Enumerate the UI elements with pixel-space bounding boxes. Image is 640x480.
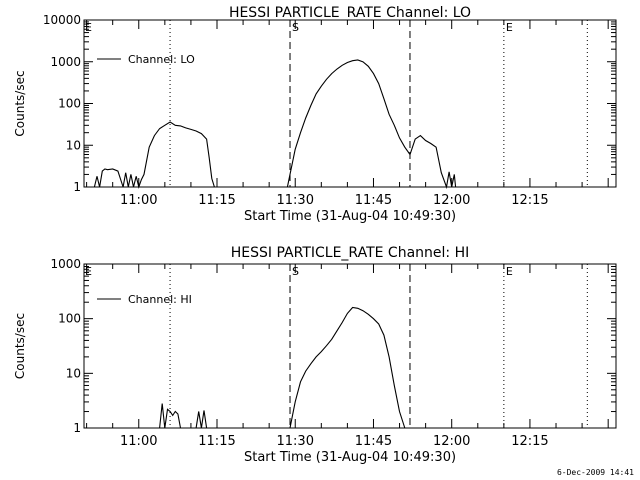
y-axis-label: Counts/sec xyxy=(13,313,27,379)
y-tick-label: 10 xyxy=(66,138,81,152)
x-axis-label: Start Time (31-Aug-04 10:49:30) xyxy=(244,450,456,465)
series-line-segment xyxy=(195,410,208,429)
plot-frame xyxy=(83,263,617,429)
edge-marker-label: E xyxy=(85,265,92,278)
marker-label: S xyxy=(292,265,299,278)
x-tick-label: 11:00 xyxy=(120,193,157,208)
x-tick-label: 12:15 xyxy=(511,434,548,449)
edge-marker-label: E xyxy=(85,21,92,34)
y-tick-label: 1 xyxy=(73,421,81,435)
x-tick-label: 11:30 xyxy=(277,193,314,208)
y-tick-label: 1000 xyxy=(50,55,81,69)
y-tick-label: 10000 xyxy=(43,13,81,27)
x-tick-label: 11:15 xyxy=(198,193,235,208)
series-line-segment xyxy=(93,121,215,189)
y-tick-label: 100 xyxy=(58,312,81,326)
x-tick-label: 12:00 xyxy=(433,193,470,208)
series-line-segment xyxy=(289,306,410,429)
legend-label: Channel: HI xyxy=(128,293,192,306)
y-tick-label: 10 xyxy=(66,366,81,380)
panel-channel-hi: HESSI PARTICLE_RATE Channel: HI 1 10 100 100… xyxy=(13,245,617,465)
x-tick-label: 11:45 xyxy=(355,434,392,449)
y-tick-label: 1000 xyxy=(50,257,81,271)
chart-title: HESSI PARTICLE_RATE Channel: LO xyxy=(229,5,471,21)
chart-title: HESSI PARTICLE_RATE Channel: HI xyxy=(231,245,469,261)
y-tick-label: 1 xyxy=(73,180,81,194)
y-tick-label: 100 xyxy=(58,97,81,111)
series-line-segment xyxy=(286,59,457,190)
series-line-segment xyxy=(159,403,182,429)
x-tick-label: 12:15 xyxy=(511,193,548,208)
x-tick-label: 12:00 xyxy=(433,434,470,449)
marker-label: E xyxy=(506,21,513,34)
x-axis-label: Start Time (31-Aug-04 10:49:30) xyxy=(244,209,456,224)
y-axis-label: Counts/sec xyxy=(13,70,27,136)
x-tick-label: 11:00 xyxy=(120,434,157,449)
panel-channel-lo: HESSI PARTICLE_RATE Channel: LO 1 10 100 100… xyxy=(13,5,617,224)
legend-label: Channel: LO xyxy=(128,53,195,66)
marker-label: S xyxy=(292,21,299,34)
marker-label: E xyxy=(506,265,513,278)
plot-frame xyxy=(83,19,617,188)
x-tick-label: 11:45 xyxy=(355,193,392,208)
x-tick-label: 11:15 xyxy=(198,434,235,449)
footer-date: 6-Dec-2009 14:41 xyxy=(556,468,634,477)
x-tick-label: 11:30 xyxy=(277,434,314,449)
